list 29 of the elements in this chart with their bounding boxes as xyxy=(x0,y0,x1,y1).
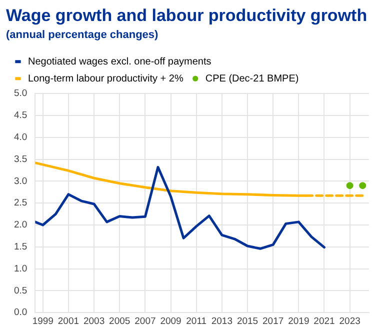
x-tick-label: 2017 xyxy=(262,316,284,327)
x-tick-label: 2015 xyxy=(236,316,258,327)
x-tick-label: 2009 xyxy=(160,316,182,327)
legend-label: Negotiated wages excl. one-off payments xyxy=(28,56,212,68)
x-tick-label: 2011 xyxy=(186,316,207,327)
x-tick-label: 1999 xyxy=(32,316,54,327)
x-tick-label: 2003 xyxy=(83,316,105,327)
y-tick-label: 1.0 xyxy=(14,263,28,274)
y-tick-label: 4.0 xyxy=(14,132,28,144)
y-tick-label: 3.5 xyxy=(14,154,28,165)
y-tick-label: 4.5 xyxy=(14,110,28,122)
x-tick-label: 2023 xyxy=(339,316,360,327)
y-tick-label: 5.0 xyxy=(14,88,28,100)
x-tick-label: 2007 xyxy=(134,316,156,327)
y-tick-label: 1.5 xyxy=(14,242,28,253)
legend-label: CPE (Dec-21 BMPE) xyxy=(205,73,299,84)
x-tick-label: 2005 xyxy=(109,316,130,327)
y-tick-label: 0.5 xyxy=(14,285,28,296)
x-tick-label: 2019 xyxy=(288,316,310,327)
chart-title: Wage growth and labour productivity growth xyxy=(6,6,368,25)
x-tick-label: 2013 xyxy=(211,316,232,327)
chart-subtitle: (annual percentage changes) xyxy=(6,29,159,42)
x-tick-label: 2001 xyxy=(58,316,80,327)
y-tick-label: 3.0 xyxy=(14,176,28,187)
y-tick-label: 2.0 xyxy=(14,220,28,231)
y-tick-label: 2.5 xyxy=(14,198,28,209)
legend-label: Long-term labour productivity + 2% xyxy=(28,73,184,84)
x-tick-label: 2021 xyxy=(314,316,335,327)
y-tick-label: 0.0 xyxy=(14,307,28,318)
